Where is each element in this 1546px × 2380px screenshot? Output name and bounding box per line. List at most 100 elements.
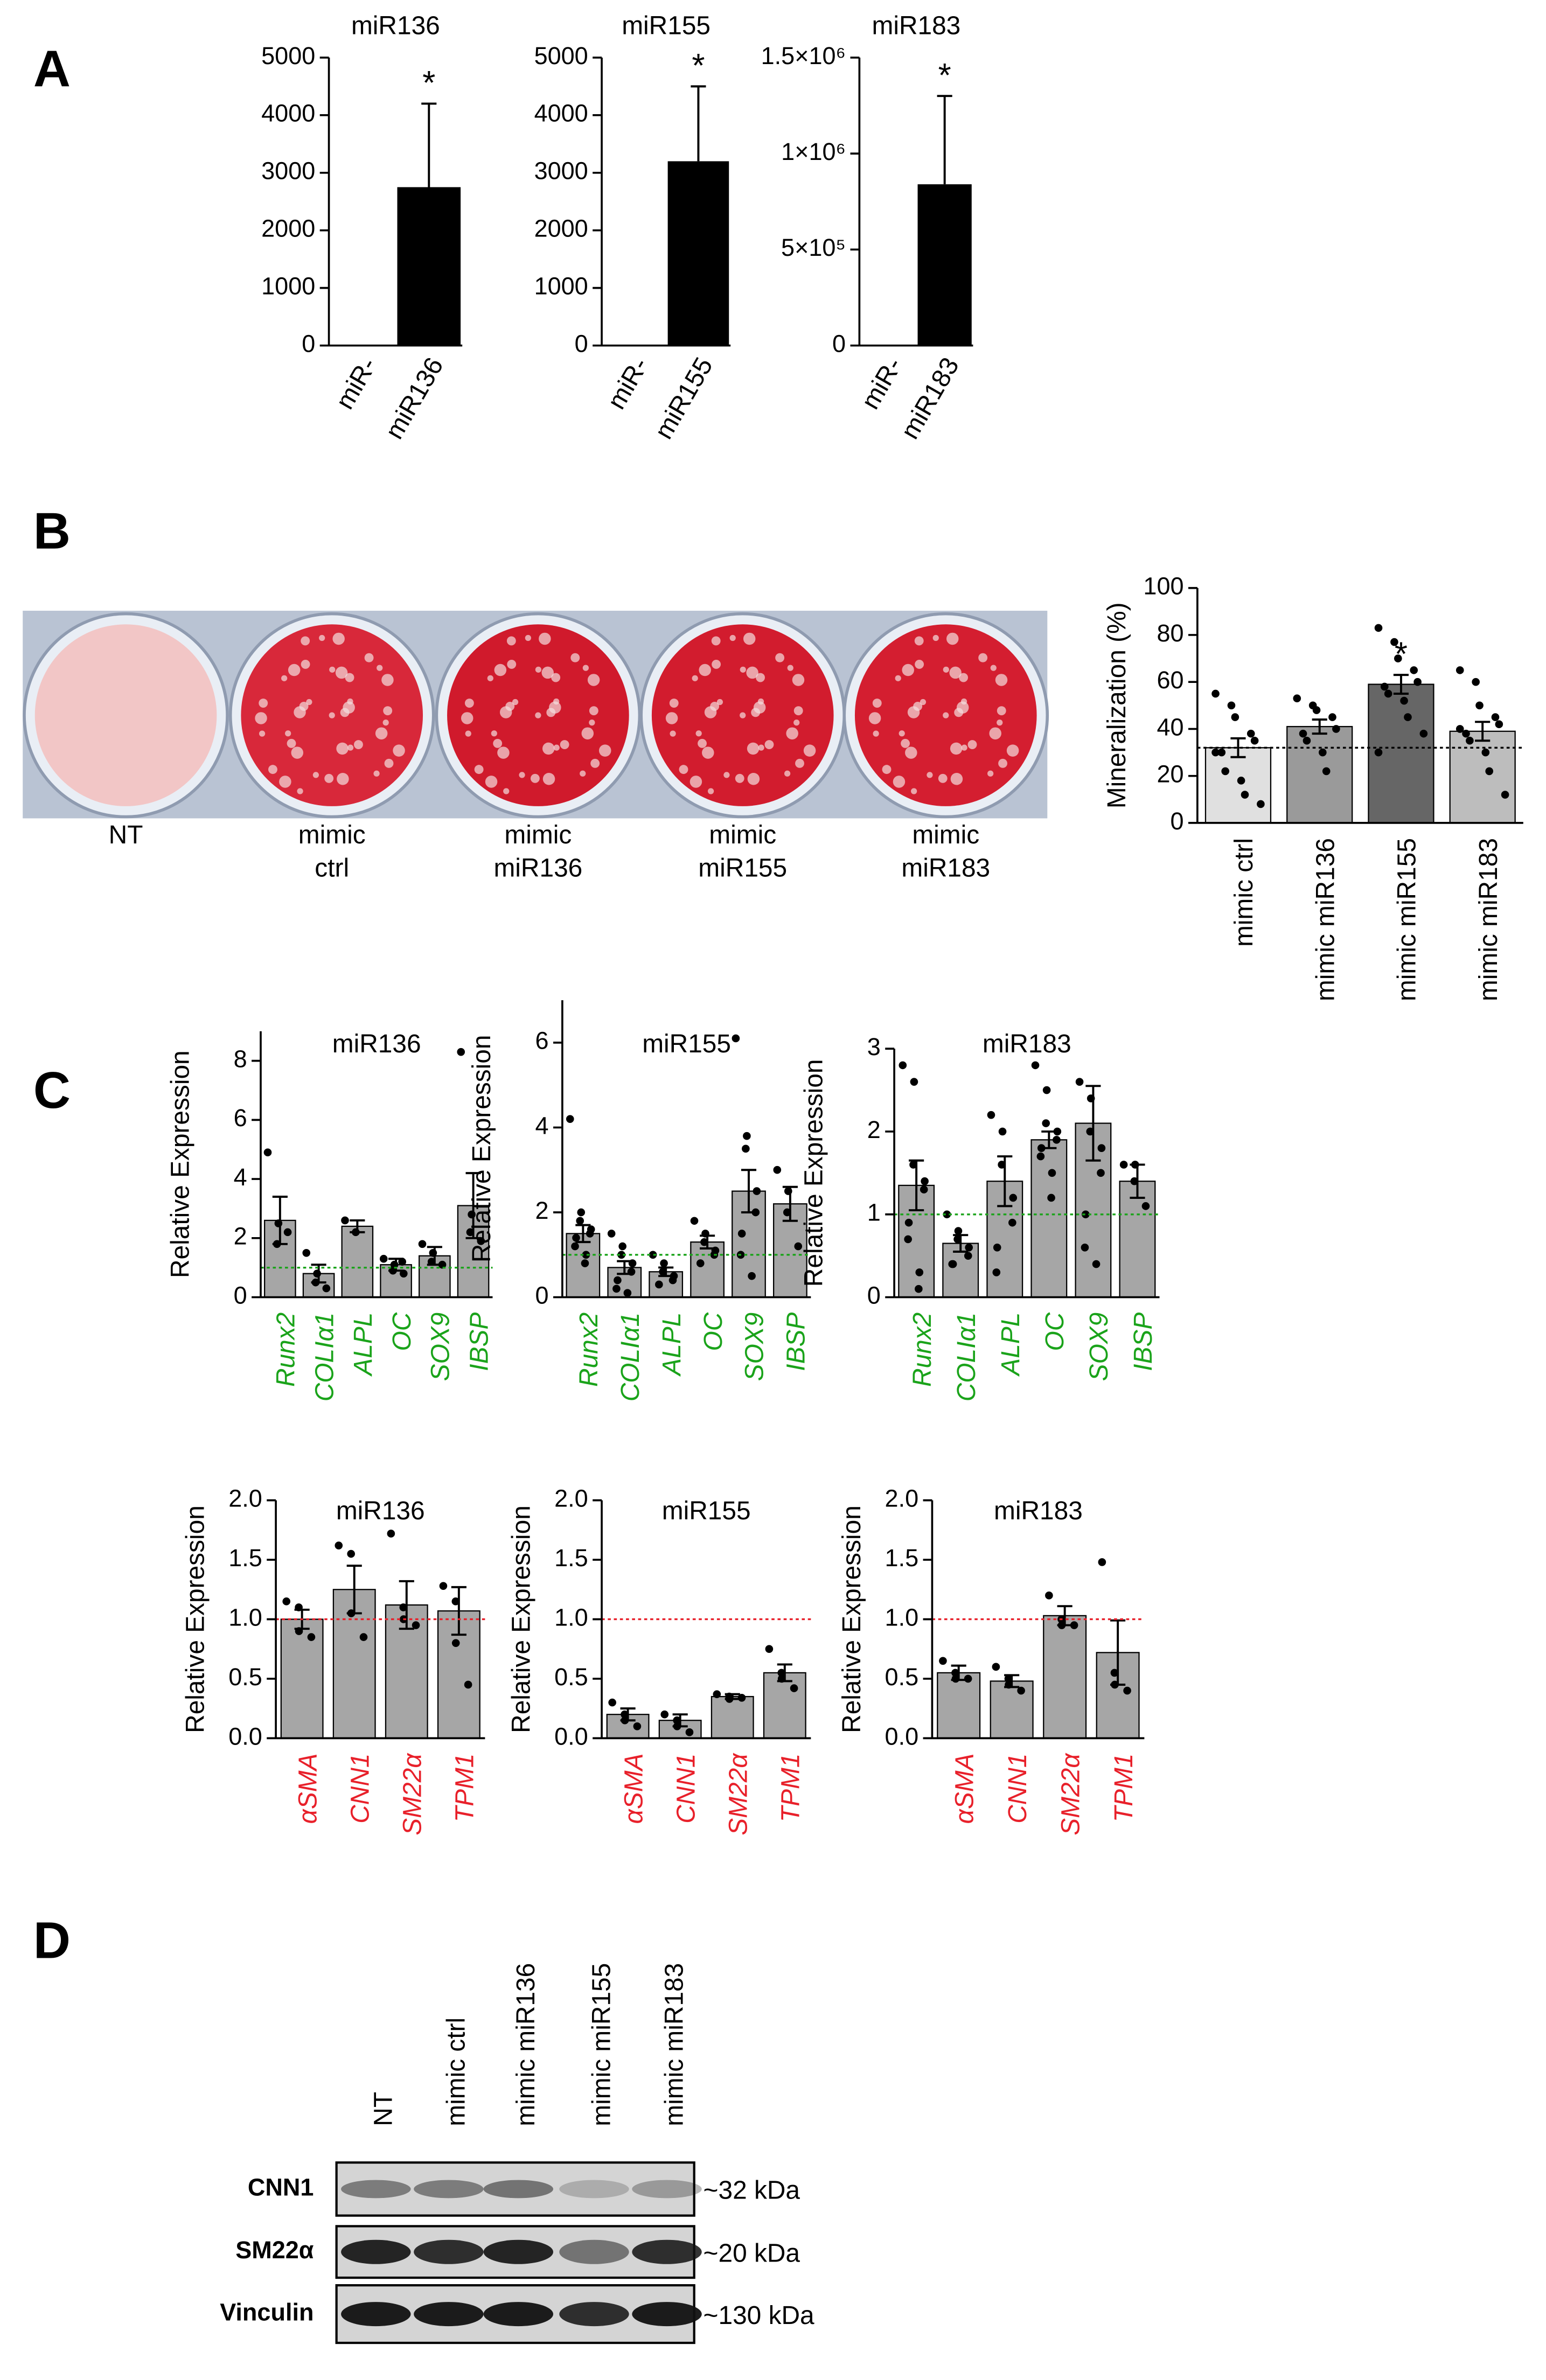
data-point xyxy=(1119,1161,1128,1169)
data-point xyxy=(655,1280,663,1289)
data-point xyxy=(948,1260,957,1268)
chart-title: miR155 xyxy=(642,1030,731,1058)
data-point xyxy=(964,1674,972,1683)
x-tick-label: TPM1 xyxy=(451,1754,479,1823)
x-tick-label: ALPL xyxy=(658,1313,686,1377)
data-point xyxy=(777,1669,786,1677)
data-point xyxy=(1053,1127,1062,1136)
data-point xyxy=(998,1161,1006,1169)
well-speck xyxy=(383,706,393,716)
well-speck xyxy=(354,740,363,749)
data-point xyxy=(748,1272,756,1280)
data-point xyxy=(1086,1127,1095,1136)
data-point xyxy=(1057,1621,1066,1629)
well-speck xyxy=(915,659,924,669)
data-point xyxy=(398,1258,406,1266)
data-point xyxy=(773,1165,782,1174)
well-speck xyxy=(743,632,756,645)
x-tick-label: αSMA xyxy=(950,1754,979,1824)
data-point xyxy=(987,1111,995,1119)
well-speck xyxy=(539,632,551,645)
blot-band xyxy=(483,2302,554,2327)
data-point xyxy=(607,1230,616,1238)
x-tick-label: miR- xyxy=(602,353,654,414)
data-point xyxy=(1141,1202,1150,1210)
blot-band xyxy=(559,2239,629,2264)
data-point xyxy=(1037,1144,1046,1153)
well-speck xyxy=(535,712,541,718)
well-speck xyxy=(336,742,349,755)
data-point xyxy=(438,1260,447,1269)
data-point xyxy=(993,1243,1001,1252)
well-speck xyxy=(287,738,296,748)
data-point xyxy=(1413,678,1422,686)
x-tick-label: CNN1 xyxy=(672,1754,700,1824)
data-point xyxy=(1380,682,1389,691)
well-speck xyxy=(665,712,678,724)
data-point xyxy=(660,1710,669,1719)
x-tick-label: CNN1 xyxy=(1004,1754,1032,1824)
y-tick-label: 2 xyxy=(535,1197,549,1224)
well-speck xyxy=(589,706,598,716)
well-speck xyxy=(519,772,525,778)
data-point xyxy=(1328,713,1336,721)
well-speck xyxy=(873,730,879,737)
data-point xyxy=(633,1722,642,1730)
well-speck xyxy=(549,701,561,714)
well-speck xyxy=(764,740,774,749)
x-tick-label: ALPL xyxy=(349,1313,378,1377)
data-point xyxy=(783,1208,791,1217)
well-speck xyxy=(551,673,561,682)
blot-band xyxy=(632,2239,702,2264)
lane-label: mimic miR155 xyxy=(588,1963,616,2126)
data-point xyxy=(1404,713,1412,721)
well-speck xyxy=(268,765,277,774)
well-speck xyxy=(753,701,766,714)
data-point xyxy=(915,1285,923,1293)
data-point xyxy=(576,1217,584,1225)
y-tick-label: 0 xyxy=(234,1281,247,1309)
size-label: ~130 kDa xyxy=(704,2301,814,2330)
data-point xyxy=(1092,1260,1101,1268)
well-speck xyxy=(329,666,336,673)
x-tick-label: COLIα1 xyxy=(310,1313,339,1402)
well-speck xyxy=(747,742,760,755)
well-speck xyxy=(384,758,394,768)
well-speck xyxy=(329,712,335,718)
y-tick-label: 4000 xyxy=(261,100,315,127)
y-tick-label: 3 xyxy=(867,1033,881,1060)
y-tick-label: 4 xyxy=(535,1112,549,1139)
well-speck xyxy=(740,712,746,718)
well-speck xyxy=(347,698,353,705)
data-point xyxy=(1299,729,1307,738)
x-tick-label: αSMA xyxy=(294,1754,322,1824)
bar xyxy=(763,1672,806,1739)
x-tick-label: miR- xyxy=(330,353,382,414)
x-tick-label: αSMA xyxy=(619,1754,648,1824)
x-tick-label: TPM1 xyxy=(1110,1754,1138,1823)
well-speck xyxy=(950,742,963,755)
well-speck xyxy=(512,699,519,706)
data-point xyxy=(1130,1177,1139,1185)
well-speck xyxy=(882,765,892,774)
blot-band xyxy=(341,2180,411,2198)
data-point xyxy=(621,1716,629,1725)
data-point xyxy=(713,1690,721,1698)
data-point xyxy=(1005,1680,1013,1689)
data-point xyxy=(1075,1078,1084,1086)
well-speck xyxy=(893,776,906,788)
y-tick-label: 2 xyxy=(234,1223,247,1250)
data-point xyxy=(628,1259,637,1267)
well-speck xyxy=(343,701,355,714)
data-point xyxy=(379,1254,388,1263)
y-tick-label: 0.0 xyxy=(554,1722,588,1750)
x-tick-label: SOX9 xyxy=(427,1313,455,1381)
data-point xyxy=(1123,1686,1131,1695)
data-point xyxy=(700,1238,708,1246)
well-speck xyxy=(905,746,917,759)
well-speck xyxy=(553,698,560,705)
x-tick-label: IBSP xyxy=(1129,1313,1158,1371)
data-point xyxy=(1462,729,1470,738)
well-speck xyxy=(587,674,600,686)
